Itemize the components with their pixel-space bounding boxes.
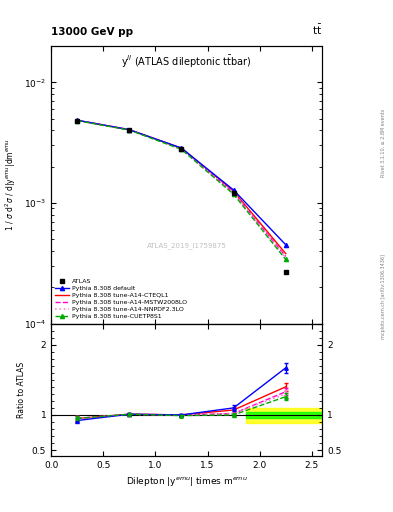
Text: ATLAS_2019_I1759875: ATLAS_2019_I1759875 (147, 242, 226, 249)
Bar (246, 412, 322, 418)
Pythia 8.308 tune-CUETP8S1 (127, 127, 132, 133)
ATLAS (283, 268, 288, 274)
Pythia 8.308 tune-A14-CTEQL1 (283, 250, 288, 257)
Pythia 8.308 tune-A14-MSTW2008LO (75, 117, 79, 123)
Bar (246, 408, 322, 423)
Text: 13000 GeV pp: 13000 GeV pp (51, 27, 133, 37)
Pythia 8.308 tune-A14-MSTW2008LO (283, 253, 288, 260)
Pythia 8.308 tune-A14-CTEQL1 (127, 126, 132, 133)
Pythia 8.308 default (283, 242, 288, 248)
Line: Pythia 8.308 default: Pythia 8.308 default (75, 118, 288, 247)
Legend: ATLAS, Pythia 8.308 default, Pythia 8.308 tune-A14-CTEQL1, Pythia 8.308 tune-A14: ATLAS, Pythia 8.308 default, Pythia 8.30… (54, 278, 188, 321)
ATLAS (75, 118, 79, 124)
Pythia 8.308 tune-A14-MSTW2008LO (127, 126, 132, 133)
Pythia 8.308 tune-CUETP8S1 (75, 118, 79, 124)
Pythia 8.308 tune-A14-NNPDF2.3LO (75, 117, 79, 123)
Line: Pythia 8.308 tune-A14-CTEQL1: Pythia 8.308 tune-A14-CTEQL1 (77, 120, 286, 253)
Text: y$^{ll}$ (ATLAS dileptonic t$\bar{\rm t}$bar): y$^{ll}$ (ATLAS dileptonic t$\bar{\rm t}… (121, 54, 252, 71)
Line: Pythia 8.308 tune-A14-MSTW2008LO: Pythia 8.308 tune-A14-MSTW2008LO (77, 120, 286, 257)
Pythia 8.308 tune-A14-NNPDF2.3LO (127, 126, 132, 133)
Pythia 8.308 tune-CUETP8S1 (283, 257, 288, 263)
ATLAS (127, 127, 132, 134)
ATLAS (231, 190, 236, 197)
Y-axis label: Ratio to ATLAS: Ratio to ATLAS (17, 361, 26, 418)
Pythia 8.308 tune-A14-CTEQL1 (231, 188, 236, 195)
Pythia 8.308 default (127, 126, 132, 133)
Line: ATLAS: ATLAS (75, 118, 288, 274)
X-axis label: Dilepton |y$^{emu}$| times m$^{emu}$: Dilepton |y$^{emu}$| times m$^{emu}$ (126, 475, 248, 488)
Pythia 8.308 default (75, 117, 79, 123)
Pythia 8.308 tune-A14-NNPDF2.3LO (231, 189, 236, 196)
Pythia 8.308 tune-CUETP8S1 (179, 146, 184, 153)
Text: Rivet 3.1.10, ≥ 2.8M events: Rivet 3.1.10, ≥ 2.8M events (381, 109, 386, 178)
Pythia 8.308 tune-CUETP8S1 (231, 191, 236, 197)
Pythia 8.308 tune-A14-CTEQL1 (179, 145, 184, 151)
Text: mcplots.cern.ch [arXiv:1306.3436]: mcplots.cern.ch [arXiv:1306.3436] (381, 254, 386, 339)
Pythia 8.308 default (231, 187, 236, 193)
Y-axis label: 1 / $\sigma$ d$^2\sigma$ / d|y$^{emu}$|dm$^{emu}$: 1 / $\sigma$ d$^2\sigma$ / d|y$^{emu}$|d… (4, 138, 18, 231)
ATLAS (179, 146, 184, 152)
Text: $\rm t\bar{t}$: $\rm t\bar{t}$ (312, 23, 322, 37)
Line: Pythia 8.308 tune-CUETP8S1: Pythia 8.308 tune-CUETP8S1 (75, 118, 288, 262)
Line: Pythia 8.308 tune-A14-NNPDF2.3LO: Pythia 8.308 tune-A14-NNPDF2.3LO (77, 120, 286, 258)
Pythia 8.308 tune-A14-NNPDF2.3LO (283, 255, 288, 261)
Pythia 8.308 tune-A14-MSTW2008LO (179, 145, 184, 152)
Pythia 8.308 tune-A14-CTEQL1 (75, 117, 79, 123)
Pythia 8.308 default (179, 145, 184, 151)
Pythia 8.308 tune-A14-NNPDF2.3LO (179, 145, 184, 152)
Pythia 8.308 tune-A14-MSTW2008LO (231, 189, 236, 196)
